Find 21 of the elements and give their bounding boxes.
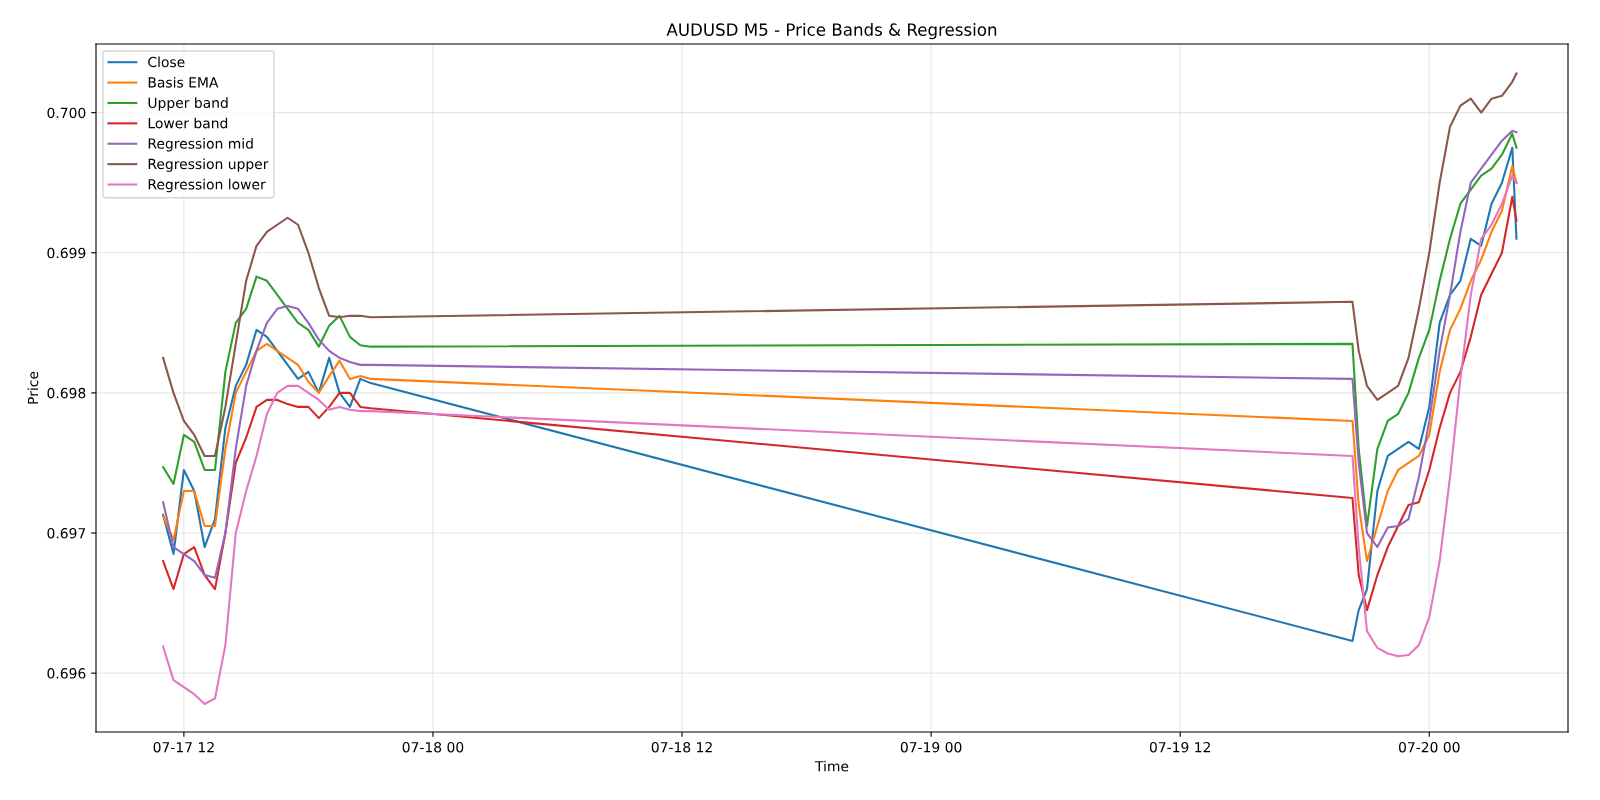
x-tick-label: 07-17 12 — [153, 741, 214, 753]
y-tick-label: 0.697 — [47, 527, 86, 539]
x-tick-label: 07-18 00 — [402, 741, 464, 753]
y-tick-label: 0.698 — [47, 387, 86, 399]
y-axis-title: Price — [27, 371, 39, 404]
legend-label: Regression mid — [148, 138, 253, 152]
y-tick-label: 0.696 — [47, 668, 86, 679]
y-tick-label: 0.700 — [47, 107, 86, 119]
legend-label: Basis EMA — [148, 76, 219, 88]
legend-label: Lower band — [148, 117, 228, 129]
legend-label: Close — [148, 56, 185, 68]
x-tick-label: 07-19 12 — [1149, 741, 1211, 753]
legend-label: Regression lower — [148, 178, 266, 193]
x-tick-label: 07-19 00 — [900, 741, 962, 753]
y-tick-label: 0.699 — [47, 247, 86, 259]
x-tick-label: 07-18 12 — [651, 741, 712, 753]
legend-label: Regression upper — [148, 158, 269, 172]
chart-title: AUDUSD M5 - Price Bands & Regression — [666, 23, 997, 40]
legend-label: Upper band — [148, 97, 228, 111]
x-tick-label: 07-20 00 — [1398, 741, 1460, 753]
x-axis-title: Time — [814, 760, 849, 772]
